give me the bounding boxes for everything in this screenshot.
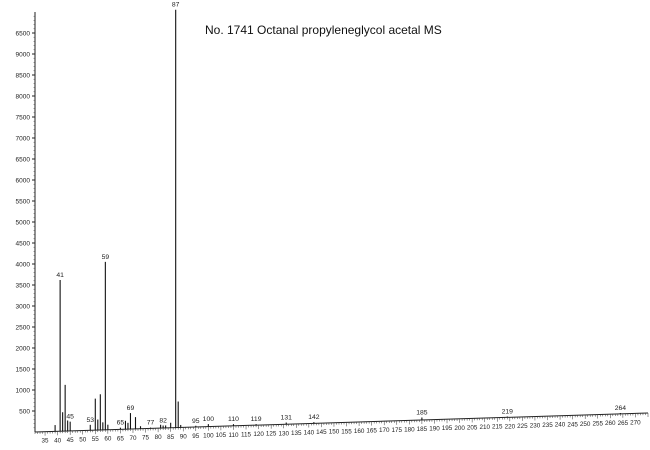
x-tick-label: 255 bbox=[592, 421, 603, 428]
x-tick-label: 140 bbox=[304, 430, 315, 437]
axes: 500 1000 1500 2000 2500 3000 3500 4000 4500 5000 5… bbox=[16, 12, 649, 445]
y-tick-label: 3500 bbox=[16, 283, 31, 290]
x-tick-label: 40 bbox=[54, 437, 62, 444]
x-tick-label: 70 bbox=[129, 435, 137, 442]
x-tick-label: 250 bbox=[580, 421, 591, 428]
peak-label: 264 bbox=[615, 405, 627, 412]
x-tick-label: 205 bbox=[467, 424, 478, 431]
y-tick-label: 500 bbox=[19, 409, 30, 416]
x-tick-label: 115 bbox=[241, 431, 252, 438]
y-tick-label: 1500 bbox=[16, 367, 31, 374]
x-tick-label: 145 bbox=[316, 429, 327, 436]
peak-label: 59 bbox=[102, 254, 110, 261]
peak-label: 100 bbox=[203, 416, 215, 423]
chart-title: No. 1741 Octanal propyleneglycol acetal … bbox=[205, 23, 442, 37]
y-tick-label: 6500 bbox=[16, 157, 31, 164]
x-tick-label: 185 bbox=[417, 426, 428, 433]
y-tick-label: 9000 bbox=[16, 52, 31, 59]
x-tick-label: 180 bbox=[404, 426, 415, 433]
peak-label: 82 bbox=[159, 418, 167, 425]
x-tick-label: 235 bbox=[542, 422, 553, 429]
y-tick-label: 4000 bbox=[16, 262, 31, 269]
y-tick-label: 8500 bbox=[16, 73, 31, 80]
x-tick-label: 270 bbox=[630, 419, 641, 426]
y-tick-label: 6500 bbox=[16, 31, 31, 38]
y-tick-label: 7500 bbox=[16, 115, 31, 122]
y-tick-label: 1000 bbox=[16, 388, 31, 395]
peak-labels: 41 45 53 59 65 69 77 82 87 95 100 110 119 131 142 185 21… bbox=[56, 2, 626, 427]
x-tick-label: 170 bbox=[379, 427, 390, 434]
x-tick-label: 95 bbox=[192, 433, 200, 440]
y-tick-label: 3000 bbox=[16, 304, 31, 311]
y-tick-label: 2500 bbox=[16, 325, 31, 332]
x-tick-label: 150 bbox=[329, 429, 340, 436]
peak-label: 185 bbox=[416, 409, 428, 416]
peak-label: 45 bbox=[66, 414, 74, 421]
peaks bbox=[54, 9, 621, 432]
x-tick-label: 60 bbox=[104, 436, 112, 443]
x-tick-label: 35 bbox=[42, 438, 50, 445]
peak-label: 95 bbox=[192, 418, 200, 425]
x-tick-label: 155 bbox=[341, 428, 352, 435]
peak-label: 77 bbox=[147, 420, 155, 427]
x-tick-label: 135 bbox=[291, 430, 302, 437]
peak-label: 119 bbox=[251, 416, 262, 423]
x-tick-label: 230 bbox=[530, 423, 541, 430]
y-tick-label: 5500 bbox=[16, 199, 31, 206]
x-tick-label: 260 bbox=[605, 420, 616, 427]
peak-label: 142 bbox=[308, 414, 320, 421]
x-tick-label: 200 bbox=[454, 425, 465, 432]
x-tick-label: 160 bbox=[354, 428, 365, 435]
x-tick-label: 240 bbox=[555, 422, 566, 429]
x-tick-label: 220 bbox=[505, 423, 516, 430]
x-tick-label: 130 bbox=[278, 430, 289, 437]
peak-label: 87 bbox=[172, 2, 180, 9]
x-tick-label: 165 bbox=[366, 428, 377, 435]
y-tick-label: 6000 bbox=[16, 178, 31, 185]
x-tick-label: 65 bbox=[117, 435, 125, 442]
x-tick-label: 265 bbox=[618, 420, 629, 427]
x-tick-label: 210 bbox=[479, 424, 490, 431]
x-tick-label: 100 bbox=[203, 433, 214, 440]
x-tick-label: 75 bbox=[142, 435, 150, 442]
x-tick-label: 195 bbox=[442, 425, 453, 432]
x-tick-label: 190 bbox=[429, 426, 440, 433]
y-tick-label: 8000 bbox=[16, 94, 31, 101]
x-tick-label: 225 bbox=[517, 423, 528, 430]
peak-label: 131 bbox=[281, 415, 293, 422]
x-tick-label: 175 bbox=[392, 427, 403, 434]
y-tick-label: 4500 bbox=[16, 241, 31, 248]
x-tick-label: 245 bbox=[567, 421, 578, 428]
x-tick-label: 80 bbox=[155, 434, 163, 441]
peak-label: 41 bbox=[56, 272, 64, 279]
x-tick-label: 85 bbox=[167, 434, 175, 441]
peak-label: 69 bbox=[127, 405, 135, 412]
x-tick-label: 45 bbox=[67, 437, 75, 444]
peak-label: 219 bbox=[502, 409, 514, 416]
x-tick-label: 125 bbox=[266, 431, 277, 438]
x-tick-label: 105 bbox=[216, 432, 227, 439]
y-tick-label: 5000 bbox=[16, 220, 31, 227]
peak-label: 53 bbox=[86, 417, 94, 424]
x-tick-label: 215 bbox=[492, 424, 503, 431]
y-tick-label: 2000 bbox=[16, 346, 31, 353]
x-tick-label: 90 bbox=[180, 433, 188, 440]
x-tick-label: 55 bbox=[92, 436, 100, 443]
x-tick-label: 120 bbox=[253, 431, 264, 438]
x-tick-label: 50 bbox=[79, 437, 87, 444]
peak-label: 65 bbox=[117, 420, 125, 427]
y-tick-label: 7000 bbox=[16, 136, 31, 143]
peak-label: 110 bbox=[228, 416, 239, 423]
x-tick-label: 110 bbox=[228, 432, 239, 439]
